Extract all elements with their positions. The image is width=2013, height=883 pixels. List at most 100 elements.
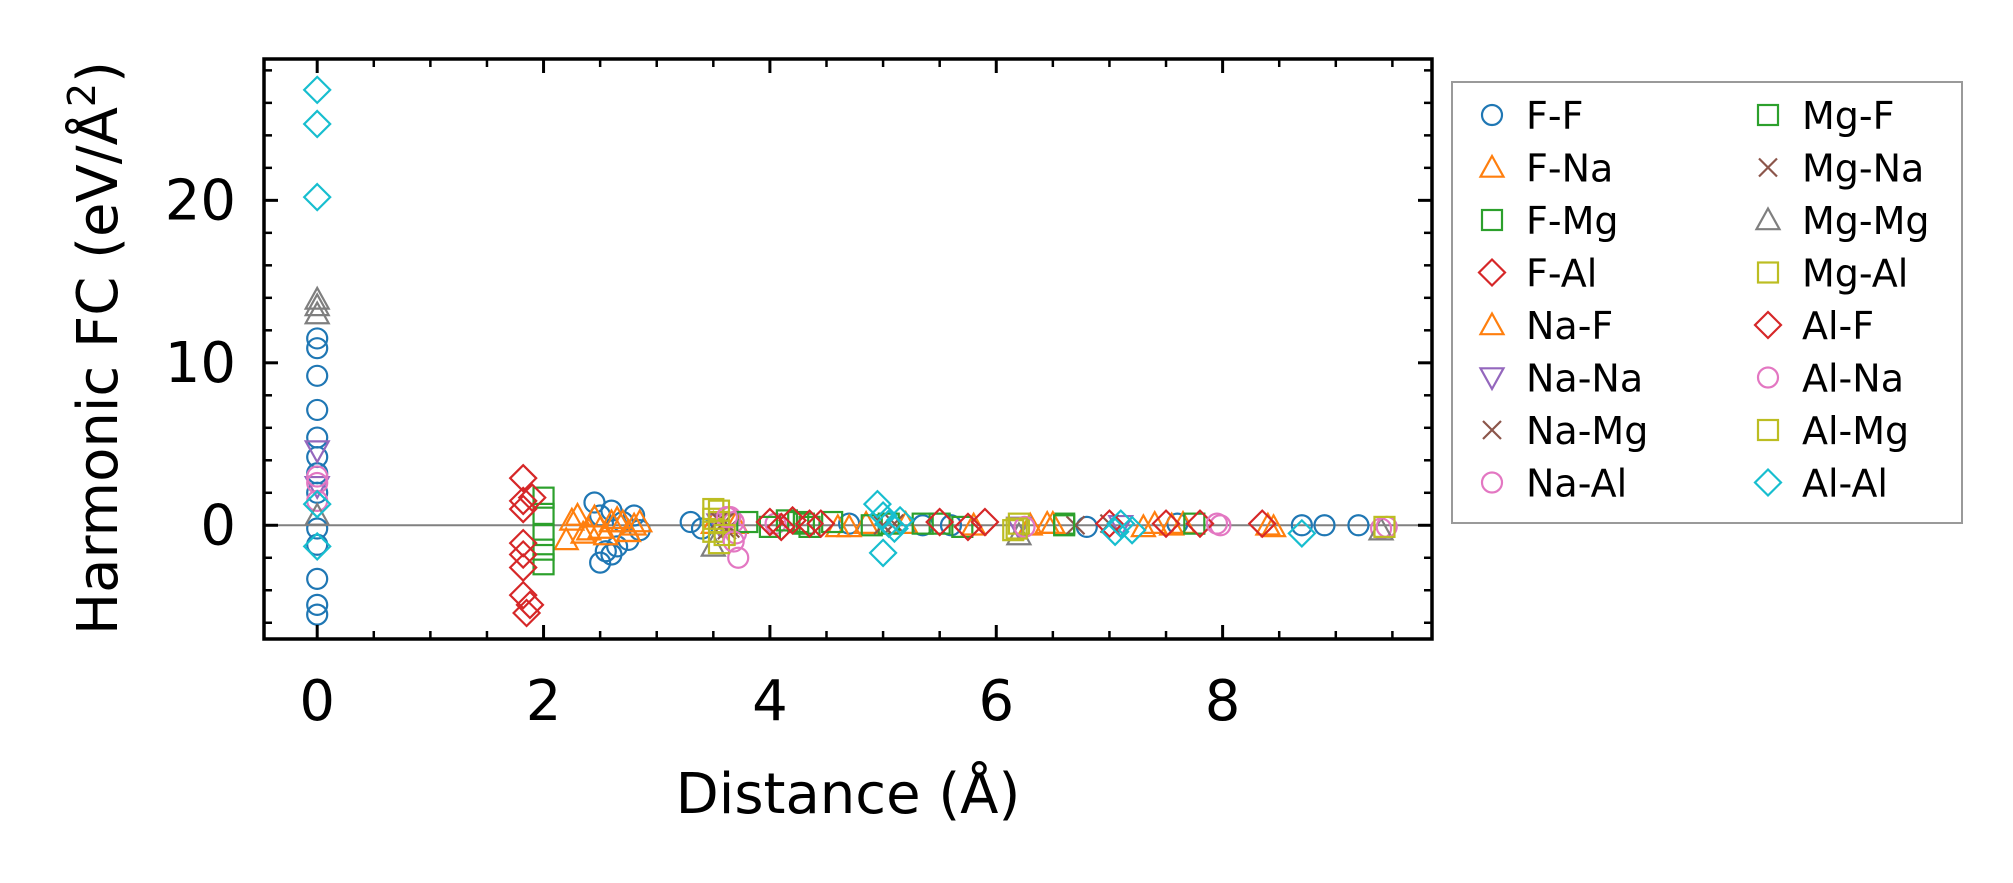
- data-point: [508, 552, 538, 583]
- data-point: [879, 513, 909, 544]
- data-point: [594, 540, 617, 563]
- data-point: [592, 521, 620, 546]
- data-point: [517, 483, 547, 513]
- data-point: [775, 509, 798, 532]
- data-point: [306, 426, 329, 449]
- legend-entry: Mg-Al: [1756, 252, 1908, 296]
- legend-entry: Al-F: [1753, 304, 1874, 348]
- data-point: [702, 507, 725, 530]
- legend-label: Mg-Na: [1802, 147, 1924, 191]
- data-point: [715, 506, 738, 529]
- data-point: [707, 532, 731, 555]
- series-f-na: [552, 501, 1282, 551]
- data-point: [679, 510, 702, 534]
- data-point: [1183, 512, 1206, 535]
- data-point: [911, 512, 934, 535]
- legend-entry: Al-Na: [1756, 357, 1904, 401]
- data-point: [1002, 519, 1025, 542]
- data-point: [727, 546, 750, 569]
- legend-label: F-Al: [1526, 252, 1597, 296]
- legend-label: Mg-F: [1802, 94, 1894, 138]
- data-point: [885, 505, 915, 535]
- legend-entry: Al-Al: [1753, 462, 1888, 506]
- legend-label: Al-Na: [1802, 357, 1904, 401]
- data-point: [302, 109, 332, 139]
- x-tick-label: 4: [752, 669, 788, 734]
- data-point: [303, 475, 331, 501]
- legend-marker: [1480, 103, 1504, 127]
- series-f-al: [508, 463, 547, 628]
- series-f-f: [306, 327, 1370, 626]
- legend-label: Na-F: [1526, 304, 1613, 348]
- data-point: [532, 538, 555, 561]
- series-al-al: [302, 75, 1317, 568]
- data-point: [306, 327, 329, 350]
- legend-entry: Mg-F: [1756, 94, 1894, 138]
- data-point: [622, 504, 646, 527]
- data-point: [302, 182, 332, 212]
- x-axis-label: Distance (Å): [676, 761, 1021, 827]
- legend-marker: [1753, 310, 1783, 340]
- data-point: [306, 364, 329, 387]
- data-point: [777, 505, 808, 535]
- data-point: [1065, 515, 1086, 536]
- series-al-mg: [707, 499, 1396, 547]
- data-point: [868, 500, 898, 531]
- data-point: [620, 511, 648, 536]
- legend-entry: F-Al: [1477, 252, 1597, 296]
- data-point: [1107, 514, 1135, 540]
- data-point: [306, 465, 329, 488]
- data-point: [835, 513, 863, 538]
- legend-marker: [1478, 367, 1506, 392]
- legend-marker: [1477, 257, 1507, 288]
- legend-label: Mg-Al: [1802, 252, 1908, 296]
- data-point: [939, 514, 963, 537]
- legend-label: F-F: [1526, 94, 1583, 138]
- legend-entry: F-Mg: [1480, 199, 1618, 243]
- data-point: [1117, 515, 1147, 545]
- data-point: [306, 567, 329, 590]
- legend-marker: [1480, 208, 1504, 232]
- legend-label: Al-F: [1802, 304, 1874, 348]
- x-tick-label: 2: [526, 669, 562, 734]
- legend-entry: F-F: [1480, 94, 1583, 138]
- data-point: [303, 285, 331, 310]
- series-al-na: [306, 471, 1398, 553]
- data-point: [589, 551, 612, 574]
- data-point: [302, 75, 332, 105]
- data-point: [1013, 515, 1036, 538]
- legend-frame: [1451, 81, 1963, 524]
- x-tick-label: 0: [299, 669, 335, 734]
- data-point: [1260, 513, 1287, 538]
- data-point: [508, 486, 538, 516]
- legend-label: Al-Al: [1802, 462, 1888, 506]
- series-al-f: [755, 505, 1277, 542]
- legend-marker: [1756, 418, 1780, 442]
- data-point: [1007, 512, 1030, 535]
- data-point: [603, 505, 631, 530]
- axes-frame: [262, 57, 1434, 641]
- data-point: [794, 509, 825, 539]
- data-point: [508, 494, 538, 524]
- legend-entry: Na-Al: [1480, 462, 1627, 506]
- data-point: [569, 519, 597, 544]
- legend-entry: Na-F: [1478, 304, 1613, 348]
- data-point: [1247, 509, 1277, 539]
- data-point: [1130, 513, 1157, 538]
- data-point: [953, 512, 983, 542]
- data-point: [306, 398, 329, 422]
- data-point: [1039, 509, 1067, 534]
- legend-label: Al-Mg: [1802, 409, 1909, 453]
- legend-entry: Na-Mg: [1482, 409, 1648, 453]
- data-point: [1053, 514, 1076, 537]
- legend-marker: [1756, 366, 1780, 389]
- data-point: [1151, 509, 1181, 539]
- data-point: [558, 506, 586, 531]
- data-point: [306, 593, 329, 616]
- data-point: [1205, 512, 1229, 535]
- y-axis-label: Harmonic FC (eV/Å2): [60, 61, 131, 635]
- legend: F-F F-Na F-Mg F-Al Na-F Na-Na Na-Mg Na-Al Mg-F Mg…: [1451, 81, 1963, 524]
- data-point: [306, 603, 329, 626]
- data-point: [508, 528, 538, 558]
